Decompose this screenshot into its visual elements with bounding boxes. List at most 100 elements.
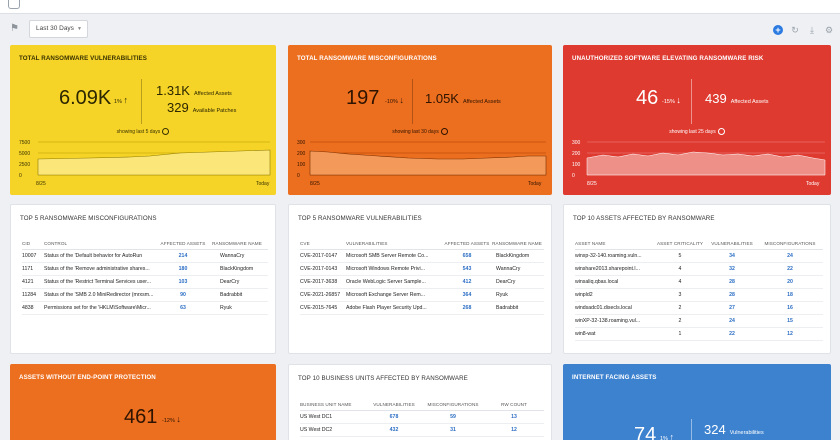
table-row[interactable]: US West DC2 432 31 12 [300, 423, 544, 437]
col-header: VULNERABILITIES [707, 241, 757, 250]
card-title: ASSETS WITHOUT END-POINT PROTECTION [19, 374, 156, 381]
card-top-misconfigurations: TOP 5 RANSOMWARE MISCONFIGURATIONS CID C… [10, 204, 276, 354]
refresh-icon[interactable]: ↻ [791, 25, 799, 35]
date-range-select[interactable]: Last 30 Days ▼ [29, 20, 88, 38]
card-total-vulnerabilities[interactable]: TOTAL RANSOMWARE VULNERABILITIES 6.09K 1… [10, 45, 276, 195]
trend-area [586, 151, 826, 176]
col-header: MISCONFIGURATIONS [757, 241, 823, 250]
y-tick: 0 [572, 173, 575, 179]
table-row[interactable]: 11284 Status of the 'SMB 2.0 MiniRedirect… [22, 288, 268, 302]
table-row[interactable]: winpld2 3 28 18 [575, 288, 823, 302]
y-tick: 0 [297, 173, 300, 179]
col-header: ASSET NAME [575, 241, 653, 250]
table-row[interactable]: winshare2013.sharepoint.l... 4 32 22 [575, 262, 823, 276]
x-end-label: Today [806, 181, 820, 187]
x-end-label: Today [528, 181, 542, 187]
col-header: CONTROL [44, 241, 160, 250]
divider [691, 79, 692, 124]
table-row[interactable]: CVE-2015-7645 Adobe Flash Player Security… [300, 301, 544, 315]
card-no-endpoint-protection[interactable]: ASSETS WITHOUT END-POINT PROTECTION 461 … [10, 364, 276, 440]
down-arrow-icon: ↓ [676, 95, 681, 105]
table-row[interactable]: CVE-2017-0143 Microsoft Windows Remote Pr… [300, 262, 544, 276]
trend-chart: 300 200 100 0 8/25 Today [297, 140, 547, 187]
y-tick: 2500 [19, 162, 30, 168]
delta-badge: -10% ↓ [385, 95, 404, 105]
table-row[interactable]: CVE-2017-3638 Oracle WebLogic Server Samp… [300, 275, 544, 289]
misconfigurations-table: CID CONTROL AFFECTED ASSETS RANSOMWARE N… [22, 241, 268, 315]
y-ticks: 7500 5000 2500 0 [19, 140, 30, 179]
y-tick: 300 [297, 140, 306, 146]
table-row[interactable]: US West DC1 678 59 13 [300, 410, 544, 424]
card-title: TOP 5 RANSOMWARE MISCONFIGURATIONS [20, 215, 157, 222]
delta-badge: 1% ↑ [660, 432, 674, 440]
x-start-label: 8/25 [310, 181, 320, 187]
add-widget-icon[interactable]: + [773, 25, 783, 35]
down-arrow-icon: ↓ [176, 414, 181, 424]
y-tick: 5000 [19, 151, 30, 157]
y-tick: 200 [297, 151, 306, 157]
divider [691, 419, 692, 440]
table-row[interactable]: 4121 Status of the 'Restrict Terminal Ser… [22, 275, 268, 289]
trend-chart: 7500 5000 2500 0 8/25 Today [19, 140, 271, 187]
up-arrow-icon: ↑ [123, 95, 128, 105]
table-row[interactable]: 1171 Status of the 'Remove administrative… [22, 262, 268, 276]
big-number: 461 [124, 406, 158, 428]
monitor-icon[interactable] [8, 0, 20, 9]
table-row[interactable]: 10007 Status of the 'Default behavior for… [22, 249, 268, 263]
card-top-business-units: TOP 10 BUSINESS UNITS AFFECTED BY RANSOM… [288, 364, 552, 440]
card-total-misconfigurations[interactable]: TOTAL RANSOMWARE MISCONFIGURATIONS 197 -… [288, 45, 552, 195]
table-row[interactable]: winsaliq.qbas.local 4 28 20 [575, 275, 823, 289]
col-header: MISCONFIGURATIONS [422, 402, 484, 411]
table-row[interactable]: CVE-2021-26857 Microsoft Exchange Server … [300, 288, 544, 302]
table-row[interactable]: windsadc01.disecls.local 2 27 16 [575, 301, 823, 315]
business-units-table: BUSINESS UNIT NAME VULNERABILITIES MISCO… [300, 402, 544, 437]
top-strip [0, 0, 840, 14]
settings-gear-icon[interactable]: ⚙ [824, 25, 834, 35]
table-row[interactable]: CVE-2017-0147 Microsoft SMB Server Remote… [300, 249, 544, 263]
down-arrow-icon: ↓ [399, 95, 404, 105]
card-internet-facing-assets[interactable]: INTERNET FACING ASSETS 74 1% ↑ 324 Vulner… [563, 364, 831, 440]
vulnerabilities-table: CVE VULNERABILITIES AFFECTED ASSETS RANS… [300, 241, 544, 315]
y-tick: 200 [572, 151, 581, 157]
chevron-down-icon: ▼ [77, 26, 82, 32]
card-title: TOTAL RANSOMWARE VULNERABILITIES [19, 55, 147, 62]
col-header: VULNERABILITIES [346, 241, 444, 250]
card-unauthorized-software[interactable]: UNAUTHORIZED SOFTWARE ELEVATING RANSOMWA… [563, 45, 831, 195]
gear-icon[interactable] [440, 128, 448, 135]
assets-table: ASSET NAME ASSET CRITICALITY VULNERABILI… [575, 241, 823, 341]
col-header: CID [22, 241, 44, 250]
col-header: RW COUNT [484, 402, 544, 411]
delta-badge: -15% ↓ [662, 95, 681, 105]
table-row[interactable]: win8-wat 1 22 12 [575, 327, 823, 341]
up-arrow-icon: ↑ [669, 432, 674, 440]
col-header: BUSINESS UNIT NAME [300, 402, 366, 411]
x-end-label: Today [256, 181, 270, 187]
range-caption: showing last 5 days [10, 128, 276, 135]
gear-icon[interactable] [717, 128, 725, 135]
table-row[interactable]: 4838 Permissions set for the 'HKLM\Softwa… [22, 301, 268, 315]
affected-assets-stat: 439 Affected Assets [705, 91, 769, 106]
big-number: 74 [634, 424, 657, 440]
download-icon[interactable]: ⤓ [810, 25, 814, 35]
date-range-value: Last 30 Days [36, 25, 74, 32]
y-tick: 100 [572, 162, 581, 168]
tag-icon[interactable]: ⚑ [10, 23, 19, 34]
dashboard-tools: + ↻ ⤓ ⚙ [773, 24, 834, 36]
col-header: RANSOMWARE NAME [206, 241, 268, 250]
y-tick: 300 [572, 140, 581, 146]
divider [412, 79, 413, 124]
vulnerabilities-stat: 324 Vulnerabilities [704, 422, 764, 437]
x-start-label: 8/25 [587, 181, 597, 187]
card-title: TOP 5 RANSOMWARE VULNERABILITIES [298, 215, 422, 222]
gear-icon[interactable] [162, 128, 170, 135]
col-header: VULNERABILITIES [366, 402, 422, 411]
card-title: TOTAL RANSOMWARE MISCONFIGURATIONS [297, 55, 437, 62]
big-number: 6.09K [59, 87, 112, 109]
affected-assets-stat: 1.31K Affected Assets [156, 83, 232, 98]
table-row[interactable]: winXP-32-138.roaming.vul... 2 24 15 [575, 314, 823, 328]
trend-area [37, 149, 271, 176]
y-tick: 0 [19, 173, 22, 179]
card-top-assets: TOP 10 ASSETS AFFECTED BY RANSOMWARE ASS… [563, 204, 831, 354]
table-row[interactable]: winxp-32-140.roaming.vuln... 5 34 24 [575, 249, 823, 263]
y-tick: 100 [297, 162, 306, 168]
